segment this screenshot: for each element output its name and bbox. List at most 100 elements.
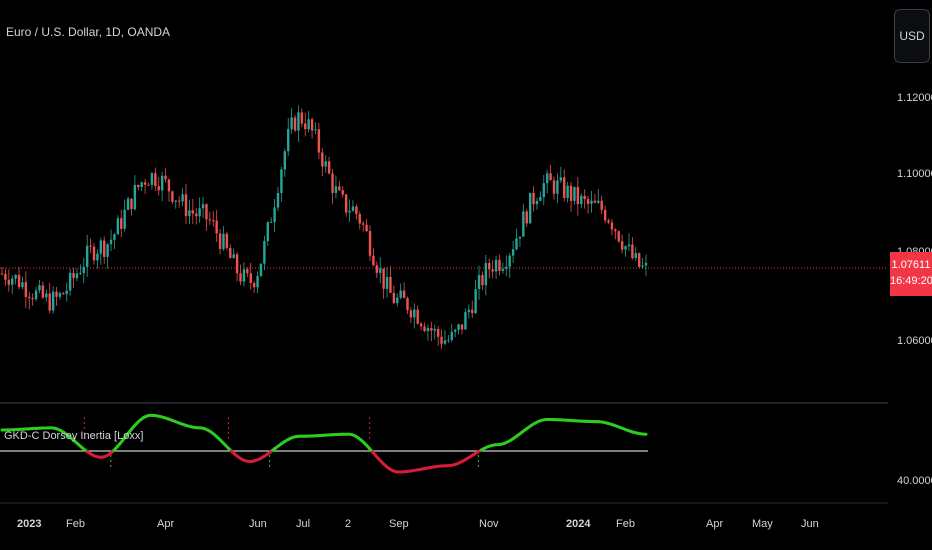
candlestick-series[interactable]: [0, 105, 648, 349]
candle-body: [218, 233, 222, 250]
candle-body: [45, 293, 48, 298]
candle-body: [467, 309, 471, 313]
candle-body: [580, 195, 583, 205]
candle-body: [382, 268, 385, 289]
candle-body: [229, 247, 232, 259]
candle-body: [290, 117, 293, 130]
candle-body: [471, 309, 474, 314]
candle-body: [464, 312, 467, 330]
candle-body: [392, 292, 396, 304]
current-price-value: 1.07611: [891, 259, 931, 271]
time-label: Jul: [296, 518, 310, 530]
candle-body: [453, 329, 457, 332]
candle-body: [351, 206, 355, 211]
candle-body: [256, 276, 259, 288]
candle-body: [259, 263, 263, 277]
candle-body: [450, 331, 453, 340]
candle-body: [82, 266, 85, 274]
candle-body: [48, 293, 51, 311]
currency-button[interactable]: USD: [894, 9, 930, 63]
symbol-title[interactable]: Euro / U.S. Dollar, 1D, OANDA: [6, 25, 171, 39]
candle-body: [266, 222, 269, 242]
candle-body: [208, 219, 212, 221]
candle-body: [617, 231, 620, 242]
time-label: Nov: [479, 518, 499, 530]
indicator-axis-label: 40.00000: [897, 475, 932, 487]
time-label: Feb: [66, 518, 85, 530]
candle-body: [113, 234, 116, 240]
candle-body: [379, 268, 382, 273]
candle-body: [137, 184, 140, 188]
candle-body: [103, 240, 106, 257]
indicator-name[interactable]: GKD-C Dorsey Inertia [Loxx]: [4, 430, 144, 442]
candle-body: [130, 198, 133, 210]
candle-body: [205, 204, 208, 220]
inertia-line[interactable]: [0, 413, 648, 474]
candle-body: [409, 310, 413, 318]
candle-body: [389, 276, 392, 293]
candle-body: [150, 173, 154, 185]
candle-body: [559, 177, 563, 181]
candle-body: [358, 214, 361, 224]
candle-body: [549, 173, 552, 181]
candle-body: [334, 186, 338, 193]
candle-body: [426, 327, 430, 332]
price-label: 1.06000: [897, 335, 932, 347]
candle-body: [511, 249, 515, 256]
candle-body: [413, 309, 416, 318]
candle-body: [566, 185, 569, 198]
candle-body: [498, 259, 501, 271]
candle-body: [341, 190, 344, 195]
candle-body: [314, 129, 317, 131]
candle-body: [563, 177, 566, 198]
candle-body: [634, 253, 637, 258]
candle-body: [576, 186, 580, 205]
candle-body: [436, 329, 440, 337]
candle-body: [174, 200, 177, 202]
candle-body: [331, 173, 334, 193]
time-label: 2024: [566, 518, 591, 530]
candle-body: [280, 169, 283, 193]
time-label: Jun: [249, 518, 267, 530]
candle-body: [198, 208, 201, 217]
candle-body: [603, 209, 607, 221]
candle-body: [177, 200, 181, 202]
candle-body: [443, 340, 447, 344]
candle-body: [344, 194, 348, 213]
time-label: 2023: [17, 518, 41, 530]
bar-countdown: 16:49:20: [890, 275, 932, 287]
candle-body: [7, 279, 11, 285]
candle-body: [126, 198, 130, 210]
candle-body: [637, 253, 641, 267]
candle-body: [4, 273, 7, 280]
candle-body: [167, 179, 171, 192]
candle-body: [593, 200, 597, 203]
candle-body: [0, 273, 4, 275]
candle-body: [85, 245, 89, 267]
candle-body: [590, 200, 593, 204]
candle-body: [338, 186, 341, 191]
candle-body: [235, 254, 239, 274]
candle-body: [586, 199, 590, 204]
candle-body: [365, 224, 368, 232]
candle-body: [41, 285, 45, 298]
candle-body: [447, 339, 450, 341]
candle-body: [518, 236, 522, 239]
candle-body: [624, 246, 627, 250]
candle-body: [430, 327, 433, 331]
candle-body: [120, 218, 123, 229]
time-label: 2: [345, 518, 351, 530]
candle-body: [106, 244, 109, 257]
candle-body: [79, 273, 82, 275]
candle-body: [201, 204, 205, 209]
candle-body: [627, 244, 631, 247]
candle-body: [11, 278, 14, 285]
time-label: Sep: [389, 518, 409, 530]
candle-body: [423, 326, 426, 332]
candle-body: [440, 336, 443, 344]
time-label: Jun: [801, 518, 819, 530]
candle-body: [508, 255, 511, 267]
candle-body: [123, 209, 126, 229]
candle-body: [552, 180, 556, 194]
